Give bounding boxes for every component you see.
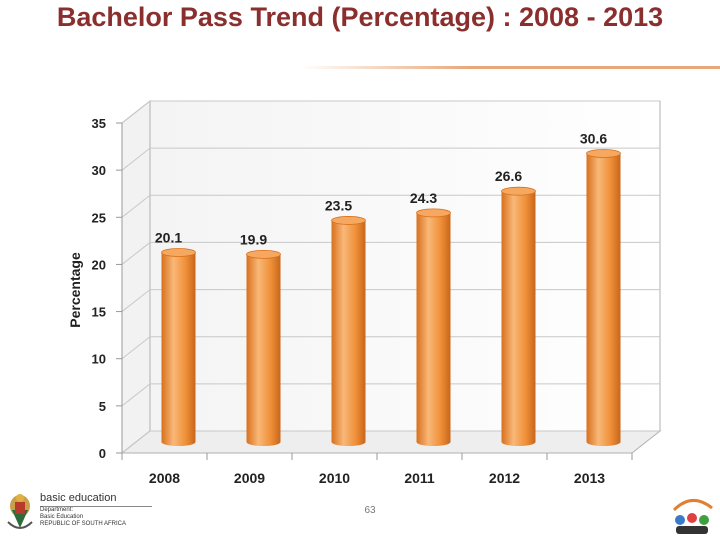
gridline [121, 241, 660, 265]
bar [246, 249, 281, 446]
coat-of-arms-icon [7, 494, 33, 529]
bar-body [331, 220, 366, 446]
y-tick-label: 20 [92, 257, 106, 272]
bars [161, 149, 621, 446]
gridline [121, 383, 660, 407]
bar [501, 186, 536, 446]
x-tick-label: 2012 [489, 470, 520, 486]
page-number: 63 [364, 505, 376, 516]
department-name: basic education [40, 492, 152, 507]
data-label: 23.5 [325, 197, 352, 213]
bar-top [246, 249, 281, 259]
slide-title: Bachelor Pass Trend (Percentage) : 2008 … [56, 2, 664, 32]
anniversary-logo-icon [672, 499, 713, 534]
data-label: 19.9 [240, 231, 267, 247]
department-sub-3: REPUBLIC OF SOUTH AFRICA [40, 521, 127, 527]
bar-top [416, 208, 451, 218]
bar-top [501, 186, 536, 196]
x-tick-label: 2009 [234, 470, 265, 486]
gridline [121, 194, 660, 218]
y-tick-label: 15 [92, 305, 106, 320]
y-tick-label: 10 [92, 352, 106, 367]
gridlines [121, 100, 660, 454]
x-tick-label: 2008 [149, 470, 180, 486]
y-axis-label: Percentage [67, 252, 83, 328]
x-tick-label: 2010 [319, 470, 350, 486]
bar-body [586, 153, 621, 446]
gridline [121, 336, 660, 360]
bar-top [586, 149, 621, 158]
bar [416, 208, 451, 446]
y-tick-label: 5 [99, 399, 106, 414]
x-tick-label: 2013 [574, 470, 605, 486]
gridline [121, 289, 660, 312]
title-underline [300, 66, 720, 69]
bar [586, 149, 621, 446]
gridline [121, 100, 660, 124]
bar-body [501, 191, 536, 446]
plot-frame [120, 99, 662, 455]
x-tick-label: 2011 [404, 470, 435, 486]
y-tick-label: 35 [92, 116, 106, 131]
y-axis-ticks: 0 5 10 15 20 25 30 35 [92, 116, 123, 461]
bar-top [161, 248, 196, 257]
bar-body [161, 252, 196, 446]
department-sub-2: Basic Education [40, 514, 84, 520]
y-tick-label: 0 [99, 446, 106, 461]
y-tick-label: 30 [92, 163, 106, 178]
side-wall [121, 99, 151, 455]
y-tick-label: 25 [92, 210, 106, 225]
data-labels: 20.1 19.9 23.5 24.3 26.6 30.6 [155, 130, 607, 247]
department-logo: basic education Department: Basic Educat… [2, 490, 152, 540]
data-label: 30.6 [580, 130, 607, 146]
data-label: 20.1 [155, 229, 182, 245]
floor [120, 430, 662, 454]
bar-body [246, 254, 281, 446]
bar-body [416, 212, 451, 446]
back-wall [149, 100, 661, 432]
x-axis-ticks: 2008 2009 2010 2011 2012 2013 [121, 453, 633, 486]
bar [161, 248, 196, 446]
bar [331, 216, 366, 446]
data-label: 26.6 [495, 168, 522, 184]
gridline [121, 147, 660, 171]
bar-top [331, 216, 366, 225]
department-sub-1: Department: [40, 507, 74, 513]
gridline [121, 430, 660, 454]
data-label: 24.3 [410, 190, 437, 206]
